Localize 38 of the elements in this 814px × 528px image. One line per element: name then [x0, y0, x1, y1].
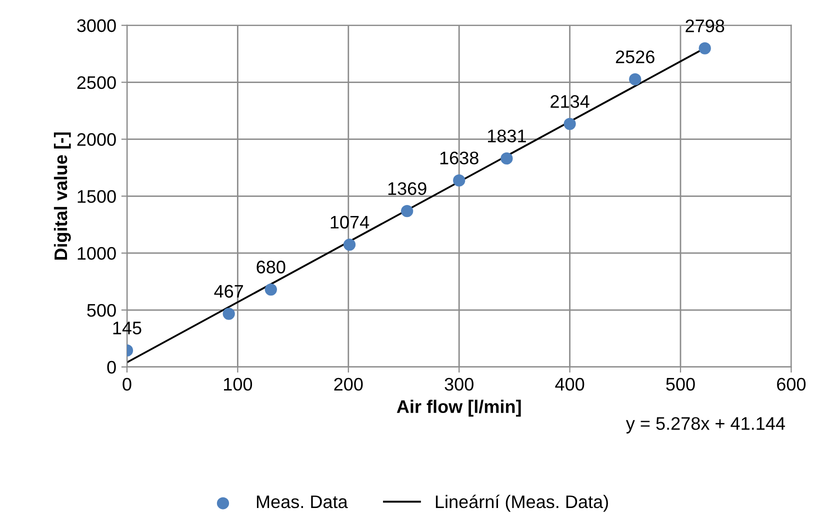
x-tick-label: 200 [334, 378, 363, 391]
y-tick-label: 1500 [78, 190, 116, 203]
legend-label: Meas. Data [256, 496, 348, 508]
y-axis-title: Digital value [-] [54, 132, 71, 260]
x-tick-label: 500 [666, 378, 695, 391]
point [400, 204, 414, 218]
data-label: 2526 [616, 50, 654, 64]
x-axis-title: Air flow [l/min] [396, 400, 521, 417]
point [343, 238, 356, 251]
data-label: 467 [214, 284, 243, 298]
data-label: 680 [256, 260, 286, 274]
y-tick-label: 1000 [78, 247, 116, 260]
y-tick-label: 2000 [77, 133, 116, 146]
point [264, 283, 277, 296]
x-tick-label: 0 [122, 378, 132, 391]
y-tick-label: 3000 [77, 19, 116, 32]
text: y = 5.278x + 41.144 [626, 417, 785, 434]
x-tick-label: 400 [555, 378, 584, 391]
data-label: 145 [113, 322, 142, 334]
point [629, 73, 642, 86]
data-label: 1369 [388, 182, 426, 195]
x-tick-label: 300 [444, 378, 474, 391]
point [564, 118, 576, 130]
data-label: 1831 [488, 130, 526, 142]
legend-label: Lineární (Meas. Data) [436, 494, 608, 512]
data-label: 1638 [440, 152, 478, 164]
data-label: 2134 [550, 95, 590, 108]
x-tick-label: 100 [224, 378, 252, 391]
point [453, 174, 466, 187]
y-tick-label: 2500 [77, 76, 116, 89]
x-tick-label: 600 [777, 378, 806, 391]
y-tick-label: 0 [107, 360, 116, 374]
data-label: 2798 [686, 19, 724, 32]
y-tick-label: 500 [87, 304, 116, 317]
point [222, 308, 235, 320]
point [500, 152, 513, 165]
point [698, 42, 711, 54]
data-label: 1074 [330, 216, 370, 229]
